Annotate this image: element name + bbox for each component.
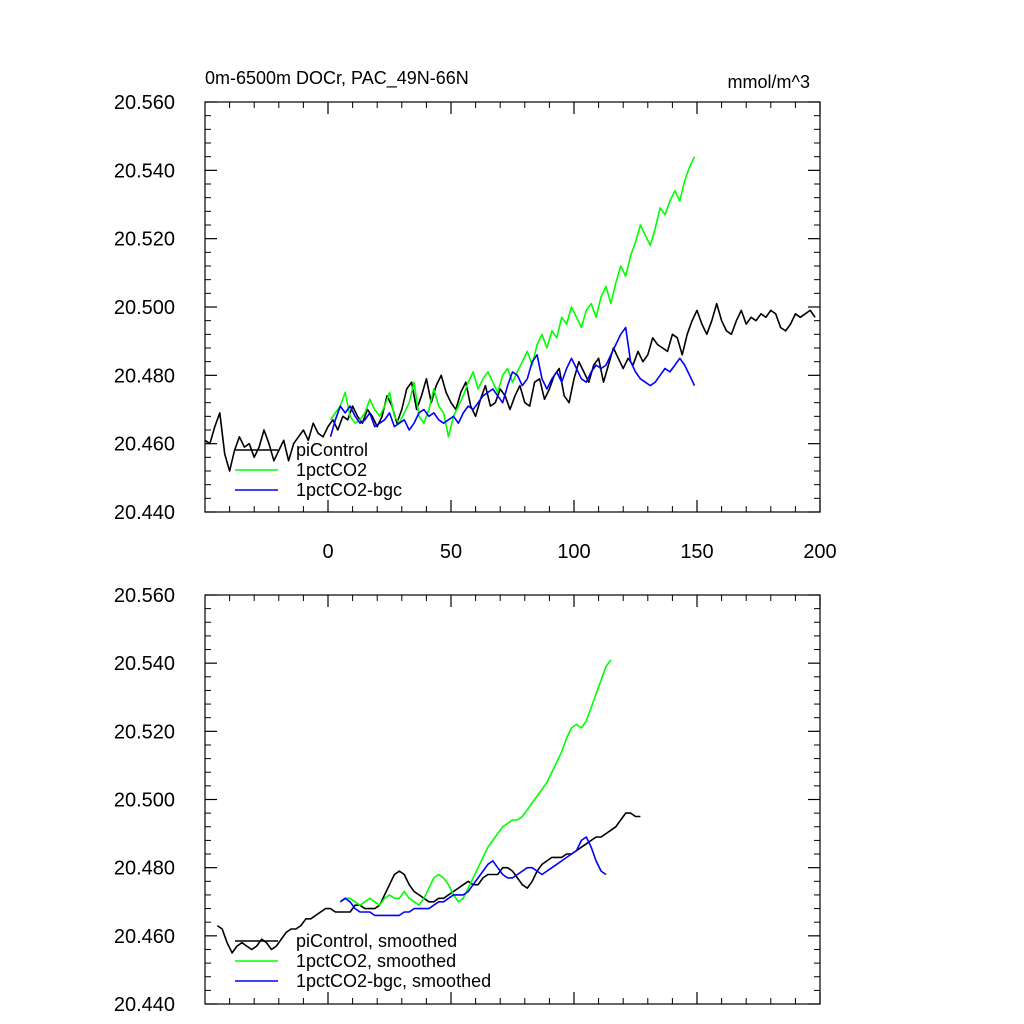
legend-label: piControl, smoothed	[296, 931, 457, 951]
y-tick-label: 20.460	[114, 926, 175, 948]
y-tick-label: 20.480	[114, 858, 175, 880]
legend-label: 1pctCO2-bgc, smoothed	[296, 971, 491, 991]
x-tick-label: 50	[440, 541, 462, 563]
y-tick-label: 20.540	[114, 160, 175, 182]
x-tick-label: 200	[803, 541, 836, 563]
y-tick-label: 20.520	[114, 229, 175, 251]
y-tick-label: 20.440	[114, 994, 175, 1016]
x-tick-label: 0	[322, 541, 333, 563]
series-line-1pctco2-bgc-smoothed	[339, 836, 607, 917]
legend-label: 1pctCO2, smoothed	[296, 951, 456, 971]
series-line-picontrol-smoothed	[216, 812, 641, 954]
series-line-picontrol	[204, 302, 816, 472]
y-tick-label: 20.460	[114, 434, 175, 456]
x-tick-label: 150	[680, 541, 713, 563]
y-tick-label: 20.500	[114, 297, 175, 319]
chart-units: mmol/m^3	[728, 72, 810, 92]
series-line-1pctco2-bgc	[329, 326, 696, 438]
y-tick-label: 20.480	[114, 365, 175, 387]
x-tick-label: 100	[557, 541, 590, 563]
chart-panel-2: 20.440 20.460 20.480 20.500 20.520 20.540 20.5…	[114, 585, 821, 1016]
y-tick-label: 20.520	[114, 721, 175, 743]
y-tick-label: 20.540	[114, 653, 175, 675]
y-tick-label: 20.560	[114, 92, 175, 114]
chart-panel-1: 20.440 20.460 20.480 20.500 20.520 20.540 20.5…	[114, 68, 837, 563]
legend-label: piControl	[296, 440, 368, 460]
series-line-1pctco2-smoothed	[339, 659, 612, 907]
y-tick-label: 20.560	[114, 585, 175, 607]
y-tick-label: 20.440	[114, 502, 175, 524]
legend-label: 1pctCO2-bgc	[296, 480, 402, 500]
legend-label: 1pctCO2	[296, 460, 367, 480]
chart-title: 0m-6500m DOCr, PAC_49N-66N	[205, 68, 469, 89]
series-line-1pctco2	[329, 156, 696, 438]
y-tick-label: 20.500	[114, 790, 175, 812]
